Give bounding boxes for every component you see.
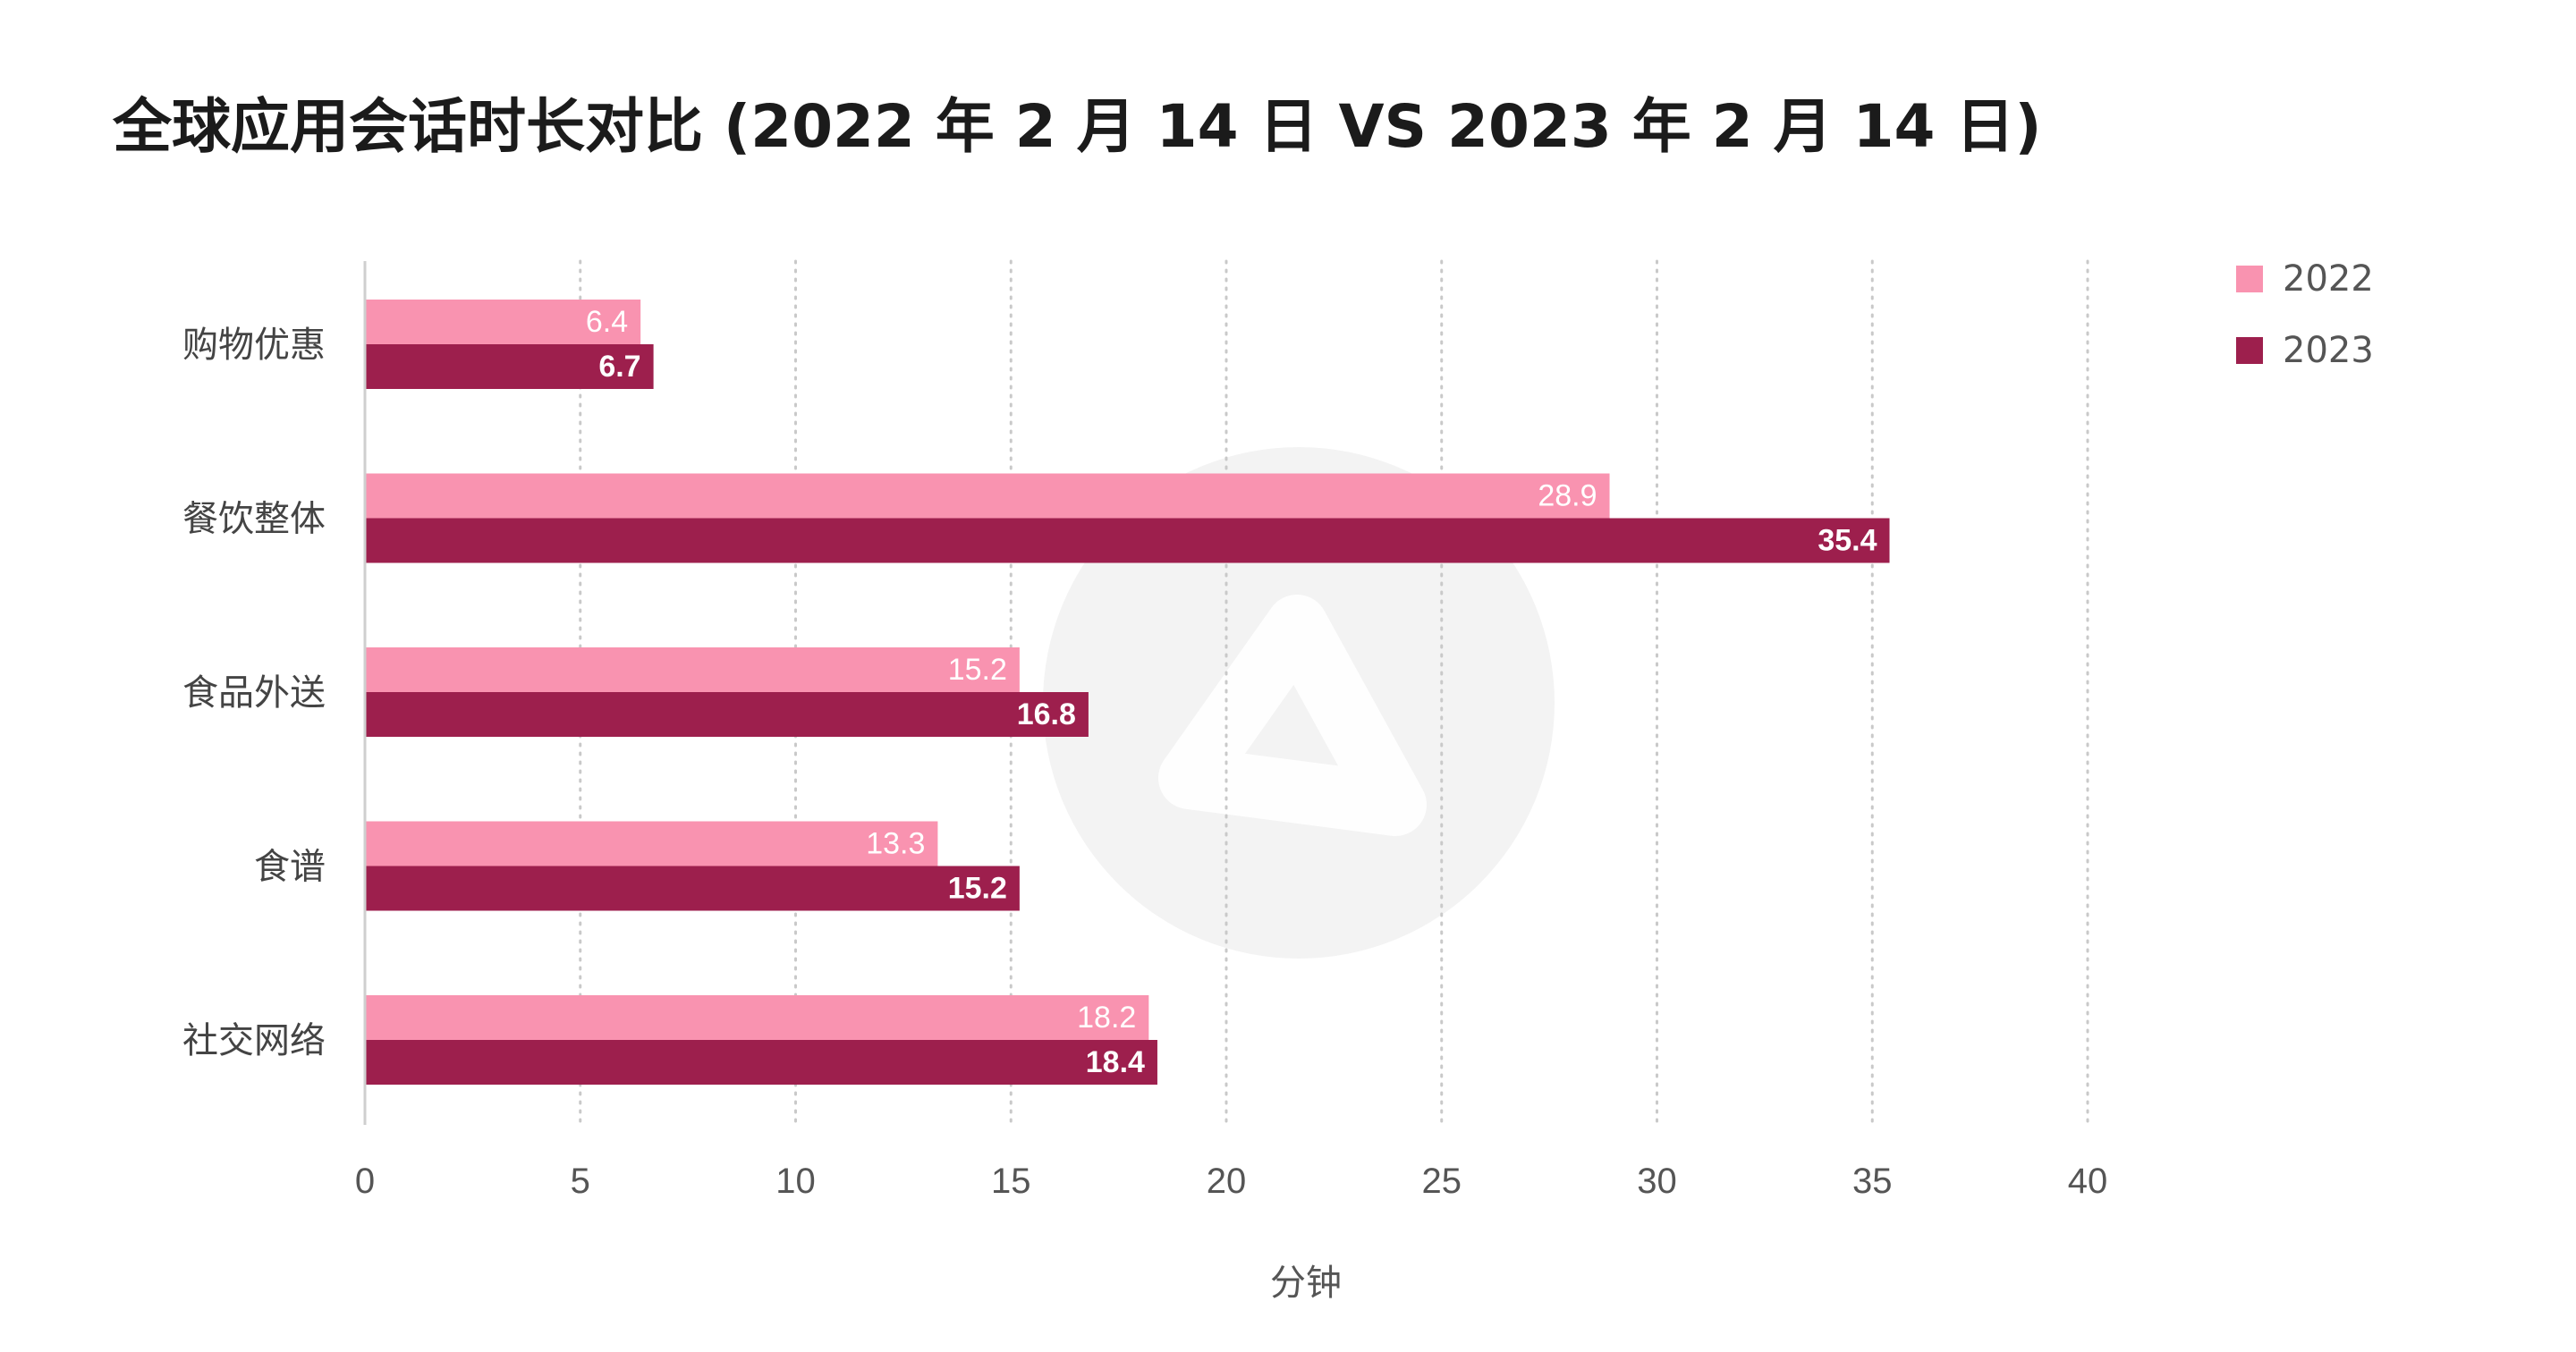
- bar-2022: [365, 995, 1149, 1040]
- x-axis-label: 分钟: [1270, 1263, 1342, 1304]
- x-tick-label: 25: [1422, 1162, 1462, 1201]
- data-label-2022: 13.3: [866, 827, 925, 861]
- legend-swatch-2023: [2236, 337, 2263, 364]
- bar-2022: [365, 821, 938, 866]
- x-axis-ticks: 0 5 10 15 20 25 30 35 40: [355, 1162, 2107, 1201]
- bar-2023: [365, 344, 654, 389]
- x-tick-label: 30: [1637, 1162, 1677, 1201]
- data-label-2022: 15.2: [948, 653, 1007, 687]
- category-label: 食品外送: [182, 672, 326, 714]
- legend-label-2023: 2023: [2283, 330, 2374, 371]
- data-label-2023: 18.4: [1086, 1045, 1145, 1079]
- watermark-logo: [1043, 447, 1555, 959]
- legend-item-2023: 2023: [2236, 315, 2374, 386]
- chart-title: 全球应用会话时长对比 (2022 年 2 月 14 日 VS 2023 年 2 …: [113, 92, 2042, 161]
- category-label: 餐饮整体: [182, 499, 326, 540]
- data-label-2023: 35.4: [1818, 524, 1877, 558]
- legend-item-2022: 2022: [2236, 243, 2374, 315]
- data-label-2022: 6.4: [586, 305, 628, 339]
- data-label-2023: 6.7: [598, 350, 640, 384]
- category-label: 社交网络: [182, 1020, 326, 1061]
- bar-2023: [365, 866, 1020, 911]
- data-label-2023: 15.2: [948, 872, 1007, 906]
- data-label-2022: 18.2: [1077, 1001, 1136, 1035]
- bar-2023: [365, 518, 1890, 563]
- data-label-2022: 28.9: [1538, 479, 1597, 513]
- x-tick-label: 35: [1852, 1162, 1893, 1201]
- category-label: 食谱: [254, 847, 326, 888]
- x-tick-label: 0: [355, 1162, 375, 1201]
- bar-2022: [365, 300, 641, 344]
- category-label: 购物优惠: [182, 325, 326, 366]
- x-tick-label: 20: [1207, 1162, 1247, 1201]
- x-tick-label: 40: [2068, 1162, 2108, 1201]
- legend-label-2022: 2022: [2283, 258, 2374, 300]
- legend-swatch-2022: [2236, 266, 2263, 292]
- x-tick-label: 5: [571, 1162, 590, 1201]
- bar-2023: [365, 1040, 1157, 1085]
- bars: 6.4 6.7 28.9 35.4 15.2 16.8 13.3 15.2 18.2 18.4: [365, 300, 1890, 1085]
- chart-legend: 2022 2023: [2236, 243, 2374, 386]
- bar-2023: [365, 692, 1089, 737]
- data-label-2023: 16.8: [1017, 697, 1076, 731]
- x-tick-label: 15: [991, 1162, 1031, 1201]
- bar-2022: [365, 473, 1610, 519]
- bar-2022: [365, 647, 1020, 692]
- x-tick-label: 10: [775, 1162, 816, 1201]
